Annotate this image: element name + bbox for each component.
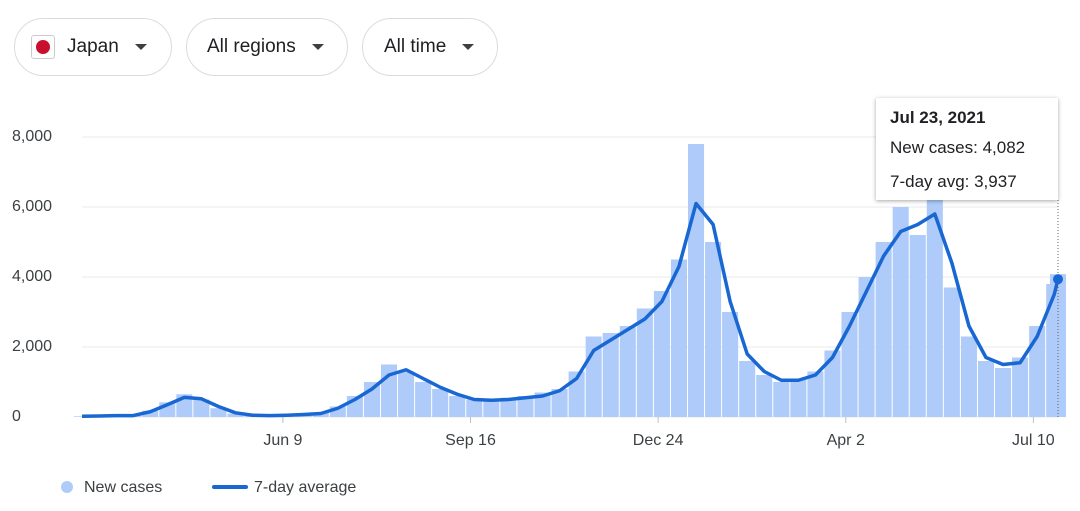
average-line: [81, 201, 1060, 419]
bar: [960, 336, 977, 417]
bar: [466, 399, 483, 417]
bar: [398, 371, 415, 417]
bar: [653, 291, 670, 417]
flag: [31, 35, 55, 59]
legend-label: 7-day average: [254, 479, 356, 496]
bar: [875, 242, 892, 417]
bar: [756, 375, 773, 417]
bar: [636, 308, 653, 417]
tooltip-line: 7-day avg: 3,937: [890, 172, 1017, 191]
x-tick-label: Jul 10: [1012, 432, 1055, 449]
bar: [619, 326, 636, 417]
country-label: Japan: [67, 36, 119, 57]
bar: [739, 361, 756, 417]
x-tick-label: Dec 24: [633, 432, 684, 449]
x-tick-label: Sep 16: [445, 432, 496, 449]
time-dropdown[interactable]: All time: [362, 18, 498, 76]
bar: [670, 259, 687, 417]
x-tick-label: Apr 2: [827, 432, 865, 449]
bar: [517, 396, 534, 417]
bar: [722, 312, 739, 417]
y-tick-label: 8,000: [12, 128, 52, 145]
bar: [687, 144, 705, 417]
bar: [807, 371, 824, 417]
x-tick-label: Jun 9: [263, 432, 302, 449]
legend-label: New cases: [84, 479, 162, 496]
bar: [824, 350, 841, 417]
bar: [841, 312, 858, 417]
time-label: All time: [384, 36, 447, 57]
bar: [995, 368, 1012, 417]
bar: [1029, 326, 1046, 417]
bar: [415, 382, 432, 417]
region-dropdown[interactable]: All regions: [186, 18, 348, 76]
legend-swatch: [61, 481, 73, 493]
bar: [534, 392, 551, 417]
bar: [943, 287, 960, 417]
bar: [483, 399, 500, 417]
bar: [500, 397, 517, 417]
tooltip-date: Jul 23, 2021: [890, 108, 986, 127]
bar: [892, 207, 909, 417]
bar: [142, 410, 159, 417]
bar: [73, 416, 91, 417]
tooltip: Jul 23, 2021 New cases: 4,082 7-day avg:…: [876, 98, 1058, 200]
bar: [926, 189, 943, 417]
bar: [977, 361, 995, 417]
bar: [210, 408, 227, 417]
bar: [551, 389, 568, 417]
y-tick-label: 6,000: [12, 198, 52, 215]
tooltip-line: New cases: 4,082: [890, 138, 1026, 157]
bar: [858, 277, 875, 417]
bar: [602, 333, 619, 417]
bar: [790, 378, 807, 417]
y-tick-label: 4,000: [12, 268, 52, 285]
hover-point: [1053, 274, 1063, 285]
bar: [432, 389, 449, 417]
country-dropdown[interactable]: Japan: [14, 18, 172, 76]
region-label: All regions: [207, 36, 296, 57]
bar: [449, 396, 466, 417]
bar: [227, 413, 244, 417]
bar: [705, 242, 722, 417]
bar: [1012, 357, 1029, 417]
bar: [773, 382, 790, 417]
bar: [329, 406, 346, 417]
bar: [193, 399, 210, 417]
y-tick-label: 0: [12, 408, 21, 425]
bar: [1049, 274, 1067, 417]
bar: [909, 235, 926, 417]
y-tick-label: 2,000: [12, 338, 52, 355]
